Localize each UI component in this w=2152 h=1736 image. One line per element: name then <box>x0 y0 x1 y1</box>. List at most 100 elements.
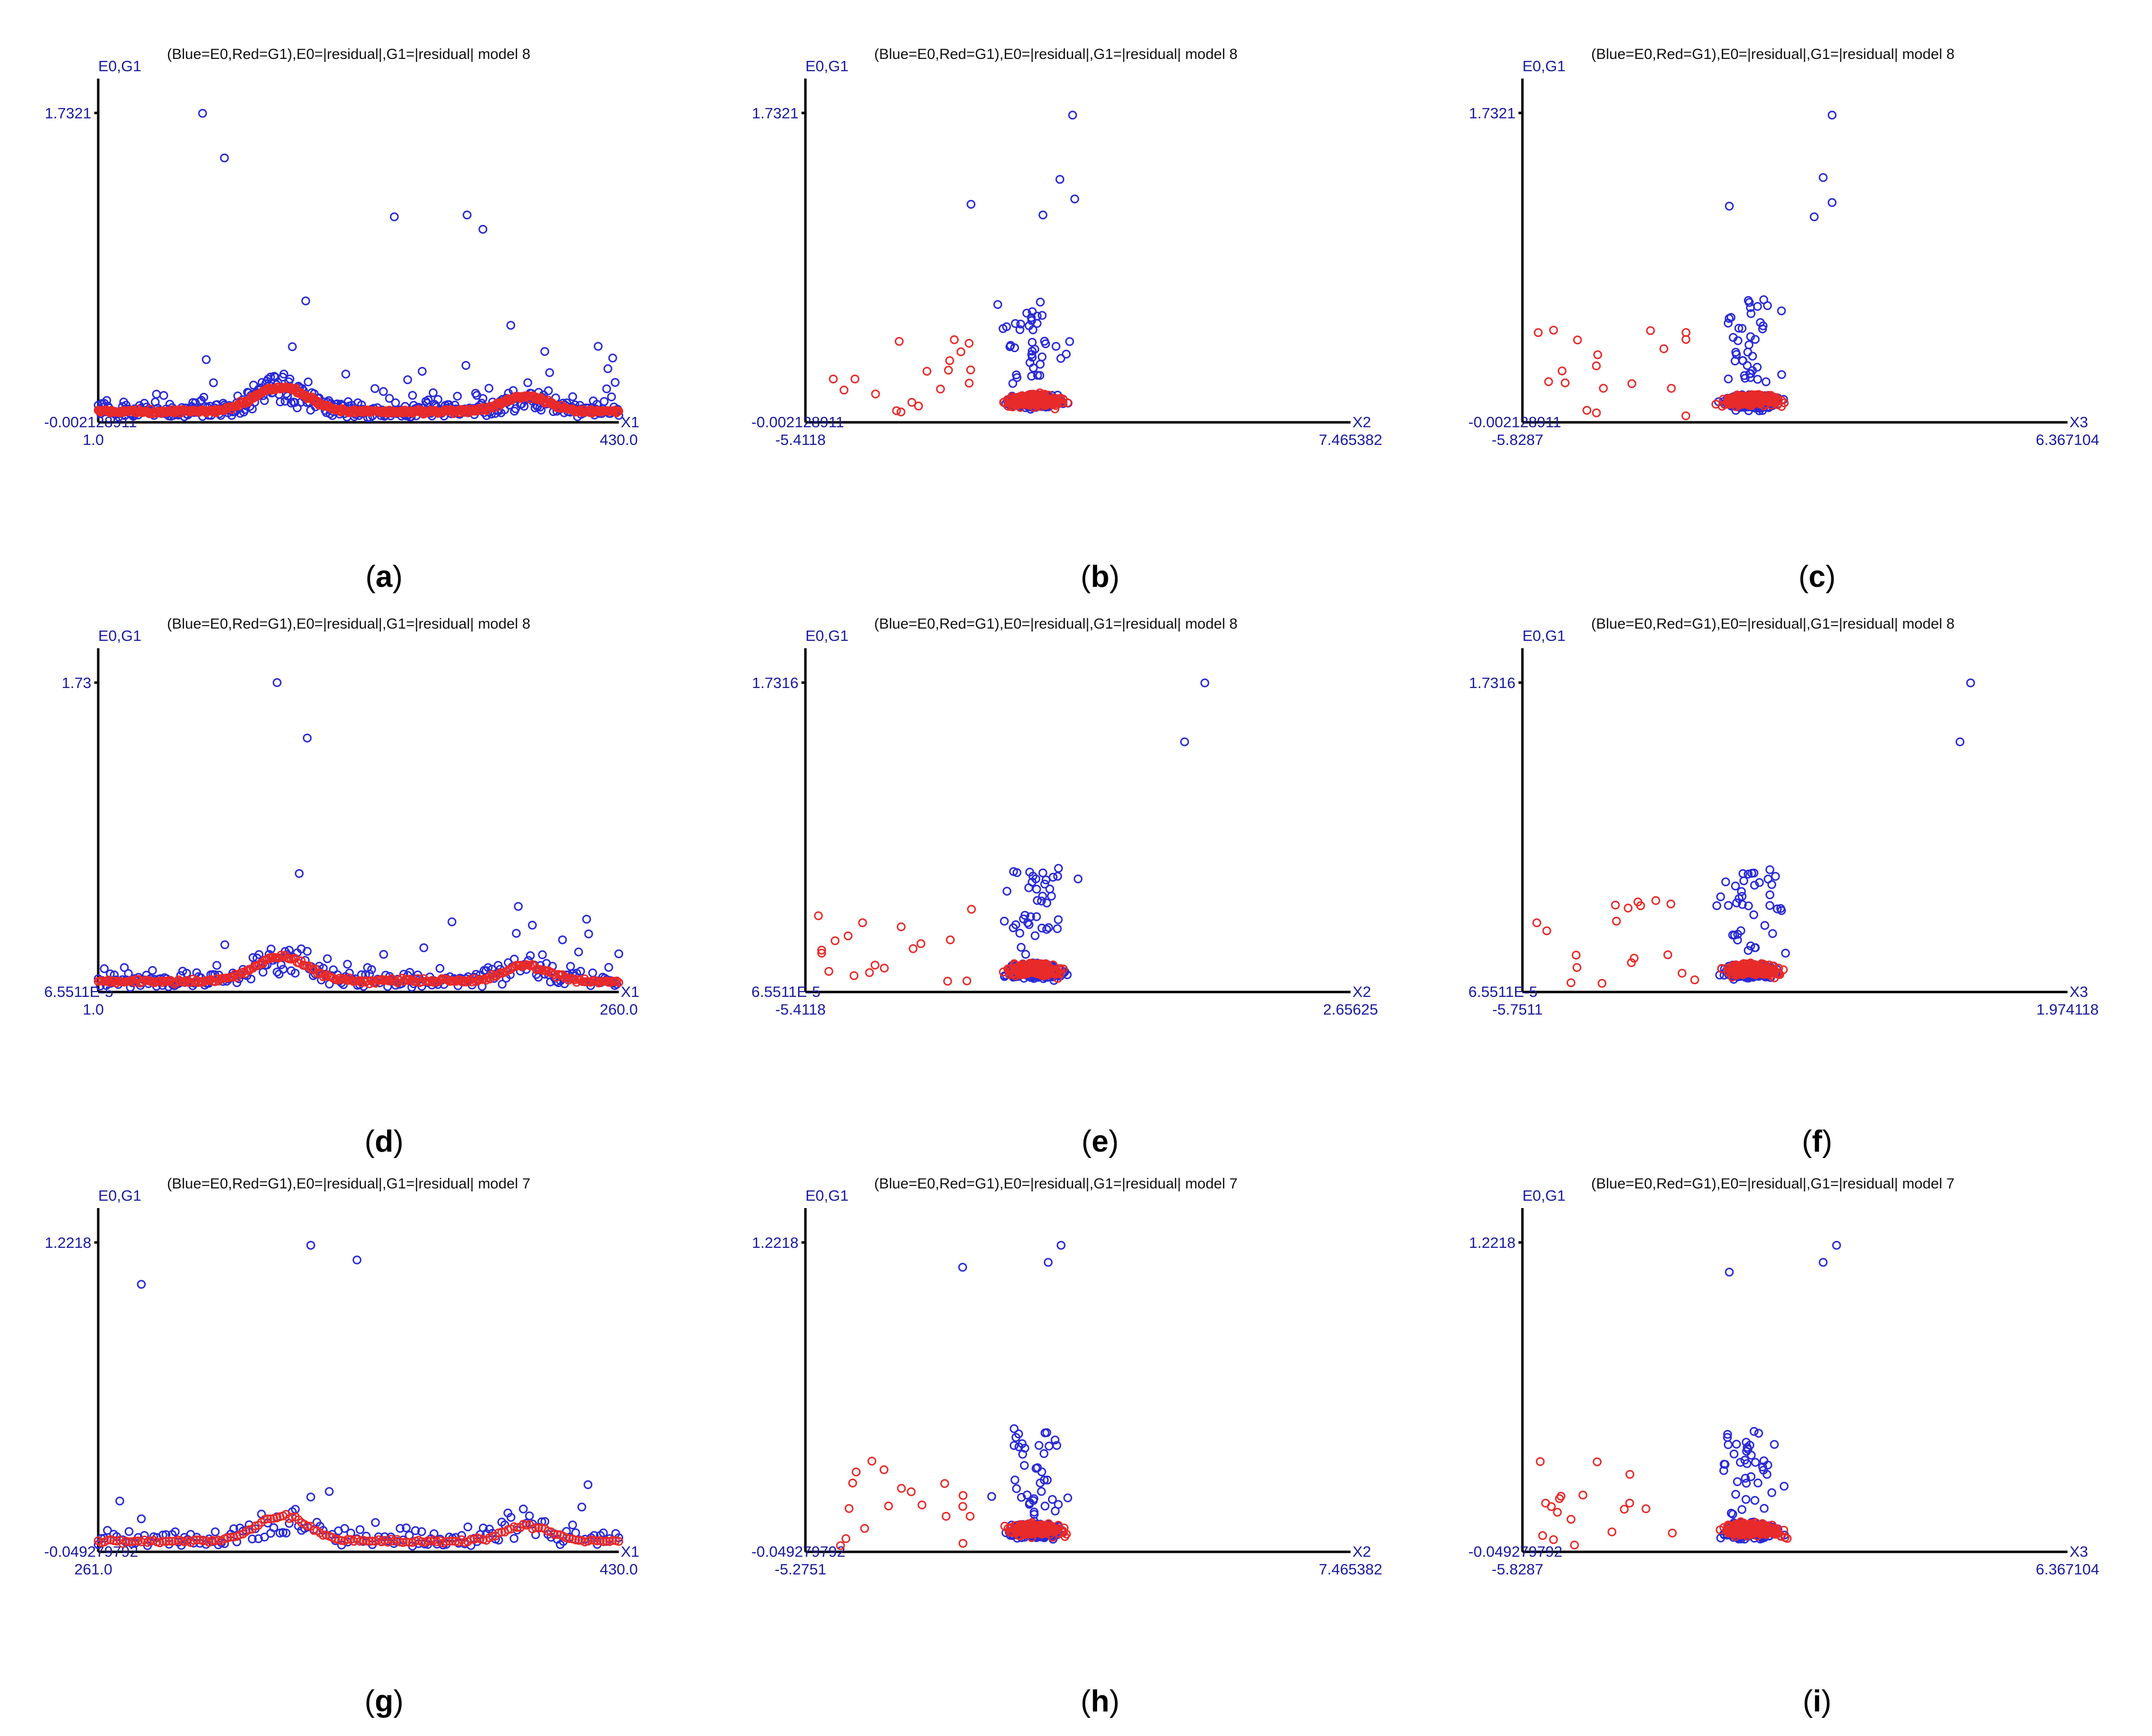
e0-point <box>303 377 313 386</box>
chart-title: (Blue=E0,Red=G1),E0=|residual|,G1=|resid… <box>874 46 1238 62</box>
x-min-label: 1.0 <box>83 431 104 448</box>
e0-point <box>607 392 616 402</box>
y-max-label: 1.7316 <box>1469 674 1516 691</box>
e0-point <box>124 1527 134 1536</box>
e0-point <box>540 347 550 356</box>
e0-point <box>614 949 623 959</box>
panel-c: (Blue=E0,Red=G1),E0=|residual|,G1=|resid… <box>1468 46 2099 594</box>
g1-point <box>965 379 974 388</box>
e0-point <box>528 920 537 930</box>
g1-point <box>828 374 838 384</box>
g1-point <box>945 356 954 365</box>
e0-point <box>1015 929 1024 938</box>
g1-point <box>858 918 867 927</box>
e0-point <box>385 394 394 403</box>
y-axis-label: E0,G1 <box>805 627 849 644</box>
y-axis-label: E0,G1 <box>98 627 141 644</box>
e0-point <box>1810 212 1819 221</box>
g1-point <box>944 365 953 375</box>
e0-point <box>209 378 218 387</box>
e0-point <box>306 1492 315 1502</box>
g1-point <box>1690 975 1699 985</box>
g1-point <box>871 389 880 399</box>
e0-point <box>433 395 442 404</box>
e0-point <box>352 1255 361 1265</box>
g1-point <box>1769 398 1778 407</box>
g1-point <box>1532 918 1542 928</box>
e0-point <box>1726 313 1736 322</box>
e0-point <box>1000 916 1009 926</box>
panel-letter: a <box>376 560 393 594</box>
e0-point <box>1010 1475 1020 1485</box>
e0-point <box>288 342 297 351</box>
x-min-label: -5.4118 <box>775 431 826 448</box>
e0-point <box>211 1527 220 1537</box>
e0-point <box>478 394 488 403</box>
e0-point <box>512 929 521 938</box>
e0-point <box>1009 1441 1019 1450</box>
g1-point <box>1549 326 1558 335</box>
e0-point <box>1724 901 1733 910</box>
g1-point <box>1557 366 1567 376</box>
panel-letter: c <box>1809 560 1825 594</box>
e0-point <box>509 1534 519 1543</box>
e0-point <box>1029 363 1038 373</box>
e0-point <box>1074 874 1083 883</box>
g1-point <box>850 971 859 980</box>
e0-point <box>1048 1495 1057 1504</box>
e0-point <box>102 396 111 405</box>
e0-point <box>1045 1441 1054 1451</box>
g1-point <box>1756 393 1765 403</box>
e0-point <box>1760 921 1769 930</box>
e0-point <box>137 1514 146 1523</box>
g1-series <box>1534 326 1789 420</box>
panel-letter: e <box>1092 1125 1108 1158</box>
e0-point <box>584 929 593 938</box>
y-min-label: -0.049279792 <box>751 1543 845 1560</box>
x-max-label: 1.974118 <box>2037 1001 2099 1018</box>
e0-point <box>1008 379 1018 388</box>
g1-point <box>1663 950 1673 960</box>
g1-point <box>967 905 976 914</box>
e0-point <box>220 940 229 949</box>
g1-point <box>896 407 906 416</box>
e0-point <box>1034 1441 1044 1450</box>
e0-point <box>447 917 457 927</box>
e0-point <box>1751 335 1760 344</box>
e0-point <box>1037 352 1047 361</box>
e0-point <box>301 296 310 305</box>
e0-point <box>212 961 221 970</box>
panel-letter: g <box>375 1684 393 1718</box>
e0-point <box>1759 321 1768 331</box>
e0-point <box>1053 915 1063 924</box>
e0-point <box>1753 302 1762 311</box>
e0-point <box>1180 737 1189 746</box>
e0-point <box>1765 901 1774 910</box>
e0-point <box>1827 110 1837 120</box>
e0-point <box>1743 348 1752 357</box>
g1-point <box>895 337 904 346</box>
chart-title: (Blue=E0,Red=G1),E0=|residual|,G1=|resid… <box>167 616 530 632</box>
e0-point <box>1777 370 1786 379</box>
e0-point <box>266 372 275 382</box>
e0-point <box>520 402 529 411</box>
e0-point <box>1716 892 1725 902</box>
e0-point <box>519 1504 528 1514</box>
e0-point <box>1027 372 1036 381</box>
y-max-label: 1.7321 <box>1469 105 1516 122</box>
g1-point <box>1534 328 1543 337</box>
e0-point <box>120 963 129 972</box>
g1-point <box>1040 397 1049 407</box>
y-axis-label: E0,G1 <box>1522 627 1566 644</box>
y-min-label: 6.5511E-5 <box>751 983 821 1000</box>
e0-point <box>408 391 417 400</box>
g1-point <box>1627 379 1636 388</box>
g1-point <box>950 335 959 344</box>
e0-point <box>275 969 284 979</box>
e0-point <box>389 212 399 221</box>
e0-series <box>94 678 623 992</box>
e0-point <box>1819 173 1828 182</box>
e0-point <box>291 968 300 978</box>
e0-point <box>1744 340 1754 350</box>
e0-point <box>958 1263 967 1272</box>
